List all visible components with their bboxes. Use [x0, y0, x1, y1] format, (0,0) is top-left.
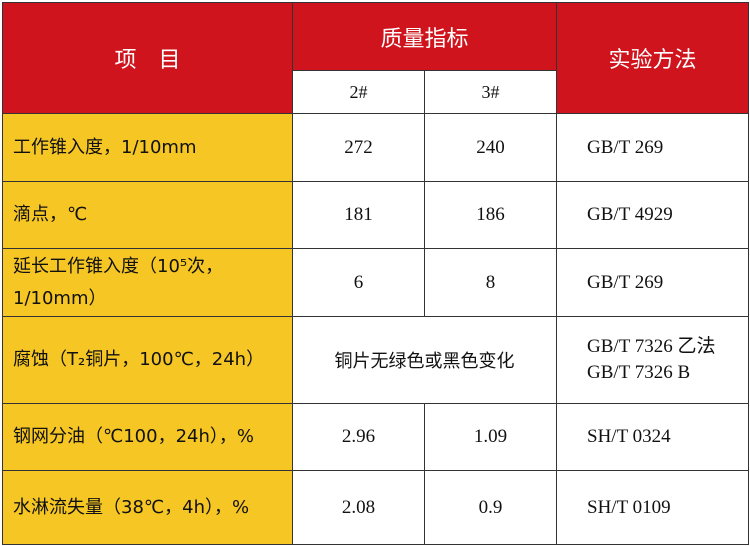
row-value-3: 0.9 [423, 470, 558, 545]
row-item: 滴点，℃ [2, 181, 293, 249]
table-row: 滴点，℃ 181 186 GB/T 4929 [2, 181, 750, 249]
row-value-2: 272 [292, 113, 425, 182]
header-grade-3: 3# [423, 70, 558, 114]
row-item: 延长工作锥入度（10⁵次，1/10mm） [2, 248, 293, 317]
row-method: GB/T 269 [556, 248, 750, 317]
header-item: 项 目 [2, 2, 293, 114]
header-method: 实验方法 [556, 2, 750, 114]
row-value-3: 1.09 [423, 403, 558, 471]
row-item: 钢网分油（℃100，24h），% [2, 403, 293, 471]
row-value-3: 8 [423, 248, 558, 317]
row-method: GB/T 4929 [556, 181, 750, 249]
table-row: 工作锥入度，1/10mm 272 240 GB/T 269 [2, 113, 750, 182]
header-grade-2: 2# [292, 70, 425, 114]
row-value-2: 2.08 [292, 470, 425, 545]
table-row: 延长工作锥入度（10⁵次，1/10mm） 6 8 GB/T 269 [2, 248, 750, 317]
row-item: 工作锥入度，1/10mm [2, 113, 293, 182]
row-item: 腐蚀（T₂铜片，100℃，24h） [2, 316, 293, 404]
table-row: 钢网分油（℃100，24h），% 2.96 1.09 SH/T 0324 [2, 403, 750, 471]
row-method: GB/T 7326 乙法 GB/T 7326 B [556, 316, 750, 404]
method-line: GB/T 7326 乙法 [587, 336, 716, 357]
table-row: 腐蚀（T₂铜片，100℃，24h） 铜片无绿色或黑色变化 GB/T 7326 乙… [2, 316, 750, 404]
row-value-3: 240 [423, 113, 558, 182]
row-value-2: 181 [292, 181, 425, 249]
row-method: GB/T 269 [556, 113, 750, 182]
method-line: GB/T 7326 B [587, 362, 691, 383]
row-value-2: 6 [292, 248, 425, 317]
row-merged-value: 铜片无绿色或黑色变化 [291, 316, 558, 404]
header-quality: 质量指标 [291, 2, 558, 71]
table-row: 水淋流失量（38℃，4h），% 2.08 0.9 SH/T 0109 [2, 470, 750, 545]
row-value-2: 2.96 [292, 403, 425, 471]
row-value-3: 186 [423, 181, 558, 249]
row-method: SH/T 0324 [556, 403, 750, 471]
row-method: SH/T 0109 [556, 470, 750, 545]
row-item: 水淋流失量（38℃，4h），% [2, 470, 293, 545]
